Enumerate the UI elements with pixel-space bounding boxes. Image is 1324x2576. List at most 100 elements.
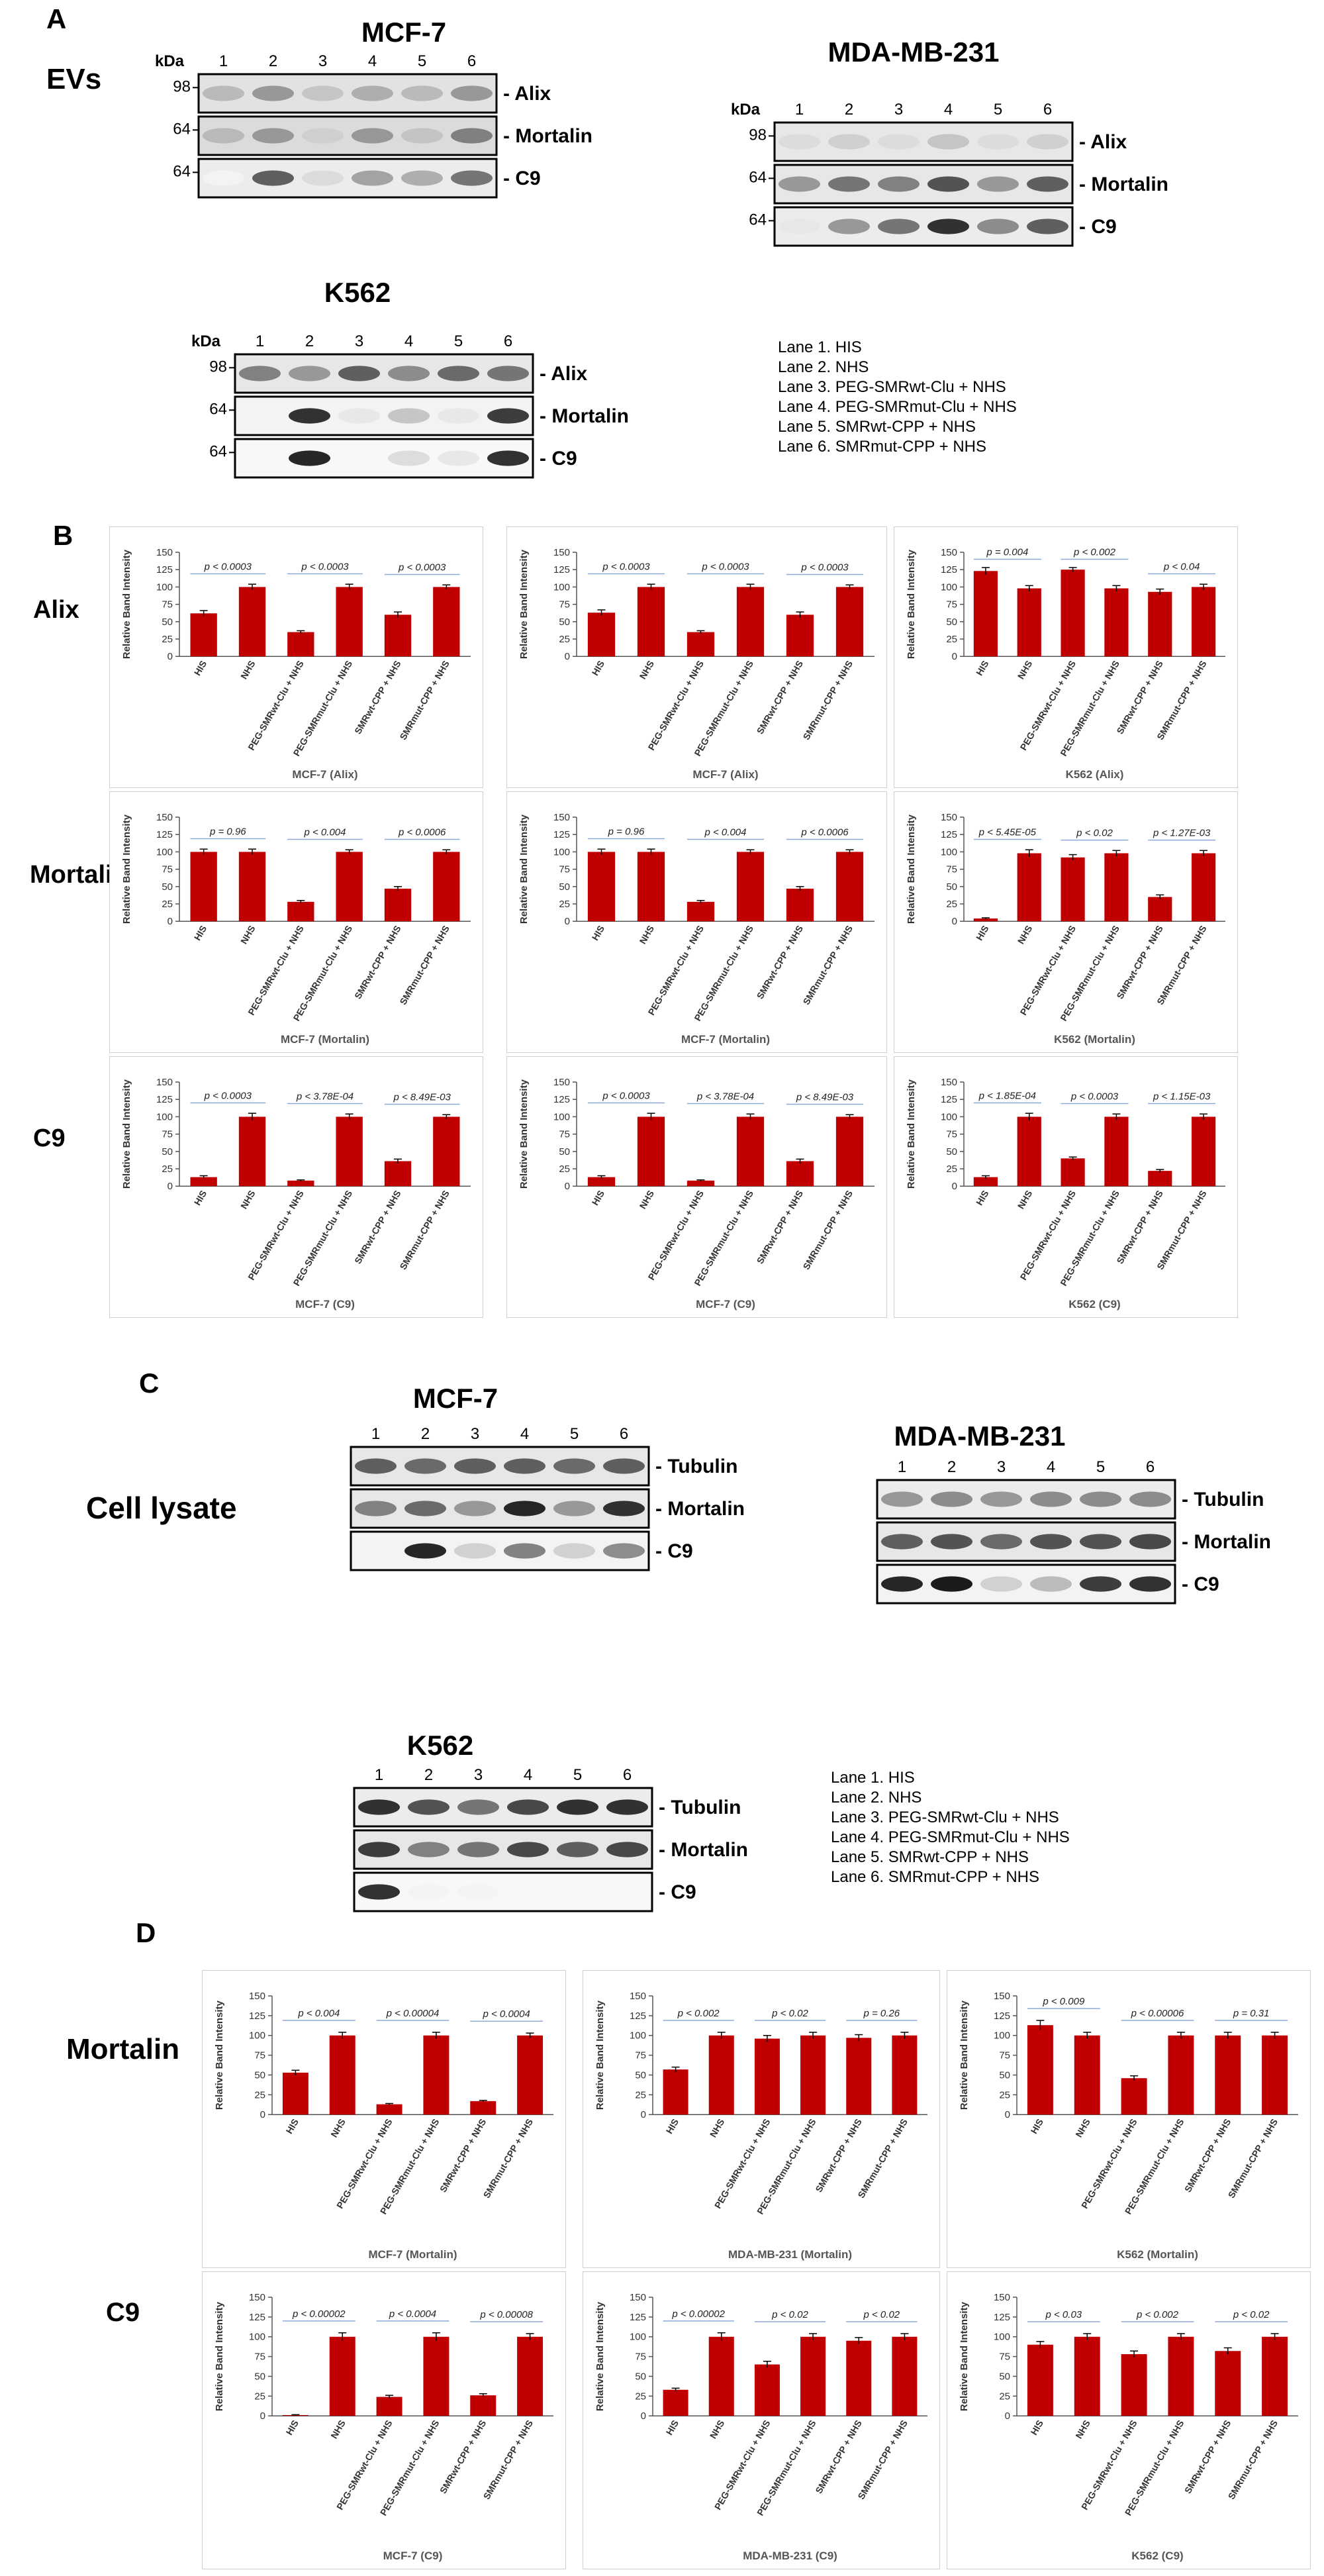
- blot-band: [352, 170, 393, 186]
- blot-band: [457, 1842, 499, 1858]
- p-value-label: p < 0.02: [771, 2008, 808, 2019]
- chart-b-mortalin-1: Relative Band Intensity 0 25 50 75 100 125 150 H…: [109, 791, 483, 1053]
- p-value-label: p < 0.0003: [602, 1090, 650, 1101]
- kda-marker: 64: [173, 162, 191, 180]
- y-tick-label: 25: [999, 2391, 1010, 2402]
- y-tick-label: 150: [941, 547, 957, 558]
- bar: [336, 1116, 363, 1187]
- x-tick-label: SMRmut-CPP + NHS: [481, 2418, 536, 2501]
- x-tick-label: SMRwt-CPP + NHS: [813, 2117, 864, 2195]
- x-tick-label: SMRmut-CPP + NHS: [800, 659, 855, 742]
- y-tick-label: 50: [559, 881, 570, 893]
- lane-number: 5: [570, 1425, 579, 1443]
- y-tick-label: 75: [946, 599, 957, 611]
- y-tick-label: 75: [254, 2050, 265, 2061]
- y-tick-label: 150: [249, 2292, 265, 2303]
- lane-number: 3: [471, 1425, 479, 1443]
- lane-number: 6: [1043, 101, 1052, 119]
- y-tick-label: 100: [156, 846, 173, 858]
- chart-caption: MCF-7 (Mortalin): [681, 1033, 770, 1046]
- y-tick-label: 75: [999, 2050, 1010, 2061]
- y-tick-label: 150: [156, 1077, 173, 1088]
- x-tick-label: SMRwt-CPP + NHS: [1114, 659, 1165, 736]
- y-tick-label: 50: [559, 1146, 570, 1158]
- blot-band: [878, 176, 920, 192]
- bar: [835, 587, 864, 657]
- y-tick-label: 0: [641, 2410, 646, 2422]
- bar: [786, 1161, 814, 1187]
- y-tick-label: 0: [1005, 2109, 1010, 2120]
- bar-chart-svg: Relative Band Intensity 0 25 50 75 100 125 150 H…: [518, 1077, 875, 1311]
- y-axis-label: Relative Band Intensity: [906, 814, 917, 924]
- y-tick-label: 150: [553, 1077, 570, 1088]
- protein-label: - C9: [1182, 1573, 1219, 1595]
- legend-line: Lane 1. HIS: [831, 1769, 915, 1787]
- x-tick-label: SMRmut-CPP + NHS: [481, 2117, 536, 2200]
- bar: [329, 2035, 355, 2115]
- blot-band: [557, 1842, 598, 1858]
- x-tick-label: SMRwt-CPP + NHS: [352, 1189, 403, 1266]
- bar: [517, 2336, 544, 2416]
- x-tick-label: NHS: [1073, 2117, 1092, 2140]
- legend-line: Lane 5. SMRwt-CPP + NHS: [778, 418, 976, 436]
- blot-band: [881, 1491, 923, 1507]
- bar: [470, 2395, 496, 2416]
- bar: [238, 1116, 266, 1187]
- y-tick-label: 0: [952, 651, 957, 662]
- chart-b-mortalin-2: Relative Band Intensity 0 25 50 75 100 125 150 H…: [506, 791, 887, 1053]
- y-tick-label: 125: [553, 1094, 570, 1105]
- bar-chart-svg: Relative Band Intensity 0 25 50 75 100 125 150 H…: [959, 2292, 1298, 2562]
- blot-band: [457, 1884, 499, 1900]
- bar-chart-svg: Relative Band Intensity 0 25 50 75 100 125 150 H…: [594, 2292, 927, 2562]
- bar: [1074, 2336, 1100, 2416]
- x-tick-label: NHS: [637, 659, 656, 681]
- x-tick-label: PEG-SMRwt-Clu + NHS: [645, 1189, 706, 1282]
- bar: [287, 1180, 314, 1187]
- lane-number: 1: [371, 1425, 380, 1443]
- bar: [736, 852, 765, 922]
- bar: [686, 901, 715, 922]
- bar: [686, 1180, 715, 1187]
- bar: [800, 2035, 826, 2115]
- y-tick-label: 0: [565, 651, 570, 662]
- bar: [835, 1116, 864, 1187]
- y-tick-label: 25: [559, 1164, 570, 1175]
- blot-band: [408, 1884, 449, 1900]
- blot-band: [606, 1799, 648, 1815]
- blot-band: [355, 1458, 397, 1474]
- x-tick-label: SMRmut-CPP + NHS: [1226, 2418, 1280, 2501]
- bar: [190, 852, 217, 922]
- y-tick-label: 100: [994, 2332, 1010, 2343]
- evs-label: EVs: [46, 63, 102, 95]
- bar: [1215, 2351, 1241, 2416]
- lane-number: 6: [467, 52, 476, 70]
- x-tick-label: SMRwt-CPP + NHS: [438, 2418, 489, 2496]
- p-value-label: p < 0.002: [1136, 2309, 1179, 2320]
- chart-caption: MCF-7 (C9): [295, 1298, 355, 1311]
- y-tick-label: 50: [946, 617, 957, 628]
- y-tick-label: 125: [249, 2010, 265, 2022]
- bar: [1262, 2035, 1288, 2115]
- blot-band: [1030, 1491, 1072, 1507]
- y-tick-label: 50: [635, 2069, 646, 2081]
- bar-chart-svg: Relative Band Intensity 0 25 50 75 100 125 150 H…: [518, 547, 875, 781]
- chart-caption: K562 (Mortalin): [1117, 2248, 1198, 2261]
- bar: [1104, 588, 1129, 657]
- kda-label: kDa: [191, 332, 221, 350]
- bar: [1074, 2035, 1100, 2115]
- bar: [973, 918, 998, 922]
- blot-band: [977, 219, 1019, 234]
- x-tick-label: NHS: [238, 924, 258, 946]
- bar: [287, 632, 314, 657]
- y-tick-label: 100: [553, 846, 570, 858]
- blot-band: [557, 1799, 598, 1815]
- chart-caption: MCF-7 (C9): [383, 2550, 443, 2562]
- y-tick-label: 125: [630, 2312, 646, 2323]
- blot-band: [507, 1842, 549, 1858]
- chart-d-mortalin-2: Relative Band Intensity 0 25 50 75 100 125 150 H…: [583, 1970, 940, 2268]
- x-tick-label: NHS: [637, 924, 656, 946]
- p-value-label: p < 0.0003: [1070, 1091, 1119, 1102]
- blot-band: [779, 134, 820, 150]
- p-value-label: p < 0.02: [1076, 828, 1113, 839]
- kda-marker: 64: [209, 400, 227, 418]
